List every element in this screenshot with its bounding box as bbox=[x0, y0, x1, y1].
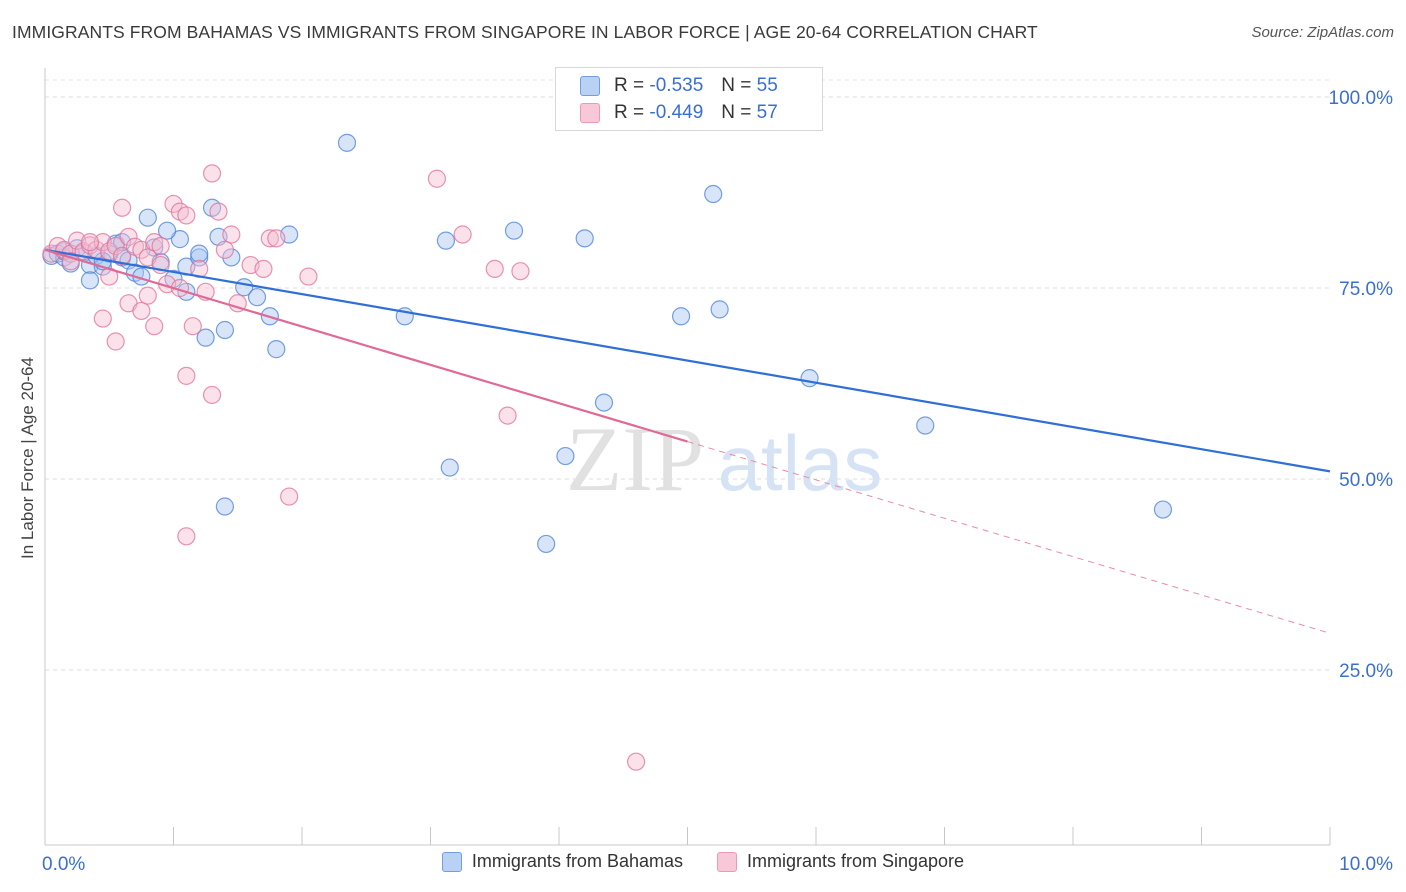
stats-r-value: -0.535 bbox=[649, 75, 704, 96]
grid-lines bbox=[45, 79, 1330, 671]
point-singapore bbox=[132, 301, 151, 321]
point-singapore bbox=[299, 267, 318, 286]
point-bahamas bbox=[247, 288, 267, 307]
point-bahamas bbox=[215, 320, 234, 340]
stats-n-value: 55 bbox=[756, 75, 778, 96]
point-bahamas bbox=[190, 244, 209, 263]
point-bahamas bbox=[440, 458, 459, 477]
point-singapore bbox=[112, 198, 132, 217]
point-singapore bbox=[485, 259, 504, 278]
point-singapore bbox=[138, 286, 157, 305]
point-bahamas bbox=[916, 416, 935, 435]
point-bahamas bbox=[222, 248, 241, 267]
point-singapore bbox=[106, 332, 125, 351]
trend-line-bahamas bbox=[44, 248, 1331, 473]
point-singapore bbox=[267, 229, 286, 248]
y-tick-label: 25.0% bbox=[1339, 661, 1393, 682]
point-singapore bbox=[202, 385, 222, 405]
stats-legend: R = -0.535 N = 55 R = -0.449 N = 57 bbox=[555, 67, 823, 131]
stats-r-value: -0.449 bbox=[649, 102, 704, 123]
point-singapore bbox=[202, 164, 222, 183]
point-singapore bbox=[177, 527, 196, 546]
point-singapore bbox=[177, 366, 196, 385]
point-singapore bbox=[427, 169, 447, 188]
point-singapore bbox=[145, 317, 164, 336]
point-bahamas bbox=[704, 184, 723, 204]
x-tick-label-max: 10.0% bbox=[1339, 854, 1393, 875]
point-singapore bbox=[222, 225, 241, 244]
tick-labels: 100.0% 75.0% 50.0% 25.0% 0.0% 10.0% bbox=[42, 88, 1393, 875]
y-tick-label: 75.0% bbox=[1339, 279, 1393, 300]
point-singapore bbox=[626, 752, 646, 771]
point-singapore bbox=[280, 487, 299, 506]
stats-row-bahamas: R = -0.535 N = 55 bbox=[580, 73, 778, 99]
chart-title: IMMIGRANTS FROM BAHAMAS VS IMMIGRANTS FR… bbox=[12, 22, 1038, 42]
point-bahamas bbox=[215, 497, 234, 516]
point-bahamas bbox=[157, 221, 177, 240]
point-singapore bbox=[183, 317, 202, 336]
point-bahamas bbox=[267, 340, 286, 359]
point-bahamas bbox=[556, 446, 575, 466]
stats-r-label: R = bbox=[614, 75, 645, 96]
point-singapore bbox=[215, 240, 234, 259]
point-bahamas bbox=[671, 307, 691, 326]
point-singapore bbox=[164, 194, 183, 214]
trend-line-singapore bbox=[44, 248, 688, 443]
point-bahamas bbox=[436, 231, 456, 250]
point-singapore bbox=[511, 262, 530, 281]
legend-swatch-bahamas bbox=[441, 851, 462, 872]
axes bbox=[44, 68, 1331, 846]
point-singapore bbox=[177, 206, 196, 225]
point-bahamas bbox=[575, 229, 594, 248]
point-bahamas bbox=[537, 534, 556, 554]
legend-item-singapore[interactable]: Immigrants from Singapore bbox=[716, 851, 965, 872]
point-bahamas bbox=[170, 230, 190, 249]
y-tick-label: 100.0% bbox=[1329, 88, 1394, 109]
point-bahamas bbox=[504, 221, 524, 240]
point-bahamas bbox=[337, 133, 357, 152]
stats-n-label: N = bbox=[721, 75, 752, 96]
point-singapore bbox=[106, 236, 125, 256]
legend-item-bahamas[interactable]: Immigrants from Bahamas bbox=[441, 851, 683, 872]
stats-swatch-singapore bbox=[580, 103, 600, 123]
y-tick-label: 50.0% bbox=[1339, 470, 1393, 491]
point-singapore bbox=[209, 202, 228, 221]
legend-label-bahamas: Immigrants from Bahamas bbox=[471, 851, 683, 871]
stats-n-label: N = bbox=[721, 102, 752, 123]
point-bahamas bbox=[1153, 500, 1173, 519]
stats-n-value: 57 bbox=[756, 102, 778, 123]
legend-label-singapore: Immigrants from Singapore bbox=[746, 851, 965, 871]
point-singapore bbox=[93, 309, 112, 328]
point-bahamas bbox=[196, 328, 215, 347]
point-singapore bbox=[453, 225, 472, 244]
point-bahamas bbox=[800, 369, 819, 388]
point-singapore bbox=[260, 229, 279, 248]
x-tick-label-min: 0.0% bbox=[42, 854, 85, 875]
stats-row-singapore: R = -0.449 N = 57 bbox=[580, 100, 778, 126]
stats-swatch-bahamas bbox=[580, 76, 600, 96]
trend-line-singapore-extrapolated bbox=[687, 441, 1331, 634]
data-points bbox=[42, 133, 1173, 771]
point-bahamas bbox=[710, 300, 729, 319]
point-singapore bbox=[151, 236, 170, 256]
point-singapore bbox=[498, 406, 517, 425]
watermark-zip: ZIP bbox=[566, 408, 704, 510]
watermark-atlas: atlas bbox=[718, 419, 883, 507]
point-bahamas bbox=[594, 393, 614, 412]
legend-swatch-singapore bbox=[716, 851, 737, 872]
point-bahamas bbox=[80, 271, 100, 290]
trend-lines bbox=[44, 248, 1331, 634]
point-singapore bbox=[80, 233, 100, 252]
point-singapore bbox=[112, 246, 132, 266]
point-singapore bbox=[254, 259, 273, 278]
point-bahamas bbox=[138, 208, 157, 227]
chart-legend: Immigrants from Bahamas Immigrants from … bbox=[0, 851, 1406, 872]
stats-r-label: R = bbox=[614, 102, 645, 123]
point-singapore bbox=[119, 227, 138, 246]
source-credit: Source: ZipAtlas.com bbox=[1251, 24, 1394, 41]
watermark: ZIP atlas bbox=[566, 408, 882, 510]
